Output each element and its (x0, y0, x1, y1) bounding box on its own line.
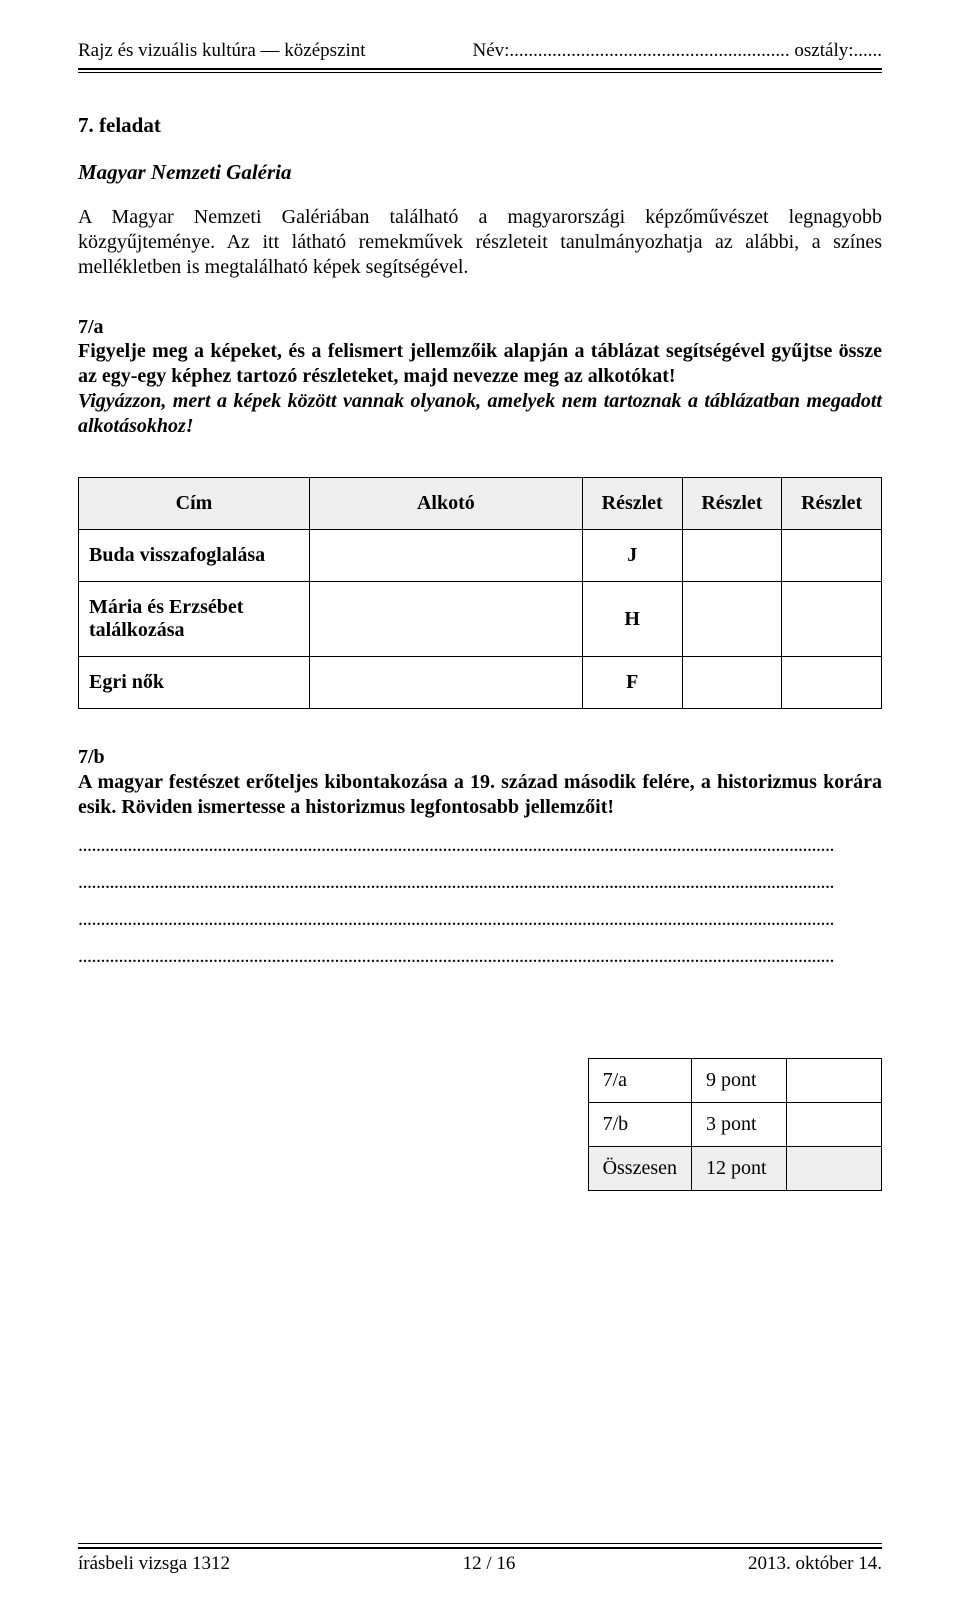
cell-reszlet: F (582, 657, 682, 709)
table-row: Mária és Erzsébet találkozása H (79, 582, 882, 657)
col-header-reszlet-2: Részlet (682, 478, 782, 530)
score-empty[interactable] (787, 1059, 882, 1103)
cell-reszlet: J (582, 530, 682, 582)
score-total-label: Összesen (588, 1147, 691, 1191)
task-intro: A Magyar Nemzeti Galériában található a … (78, 205, 882, 280)
score-total-points: 12 pont (692, 1147, 787, 1191)
sub-a-label: 7/a (78, 316, 882, 339)
cell-reszlet[interactable] (682, 657, 782, 709)
table-header-row: Cím Alkotó Részlet Részlet Részlet (79, 478, 882, 530)
footer-rule-thin (78, 1543, 882, 1544)
cell-cim: Mária és Erzsébet találkozása (79, 582, 310, 657)
score-table-wrap: 7/a 9 pont 7/b 3 pont Összesen 12 pont (78, 1058, 882, 1191)
footer-right: 2013. október 14. (748, 1553, 882, 1575)
page-footer: írásbeli vizsga 1312 12 / 16 2013. októb… (78, 1543, 882, 1575)
answer-table: Cím Alkotó Részlet Részlet Részlet Buda … (78, 477, 882, 709)
table-row: Buda visszafoglalása J (79, 530, 882, 582)
sub-b-label: 7/b (78, 746, 105, 768)
cell-reszlet[interactable] (782, 582, 882, 657)
cell-reszlet[interactable] (782, 530, 882, 582)
score-points: 3 pont (692, 1103, 787, 1147)
answer-line[interactable]: ........................................… (78, 871, 882, 894)
score-table: 7/a 9 pont 7/b 3 pont Összesen 12 pont (588, 1058, 882, 1191)
score-row: 7/a 9 pont (588, 1059, 881, 1103)
cell-cim: Egri nők (79, 657, 310, 709)
col-header-reszlet-3: Részlet (782, 478, 882, 530)
score-points: 9 pont (692, 1059, 787, 1103)
cell-cim: Buda visszafoglalása (79, 530, 310, 582)
footer-row: írásbeli vizsga 1312 12 / 16 2013. októb… (78, 1553, 882, 1575)
col-header-reszlet-1: Részlet (582, 478, 682, 530)
score-label: 7/a (588, 1059, 691, 1103)
header-rule-thin (78, 72, 882, 73)
cell-alkoto[interactable] (309, 530, 582, 582)
footer-center: 12 / 16 (463, 1553, 516, 1575)
cell-reszlet[interactable] (682, 530, 782, 582)
score-total-empty[interactable] (787, 1147, 882, 1191)
cell-alkoto[interactable] (309, 582, 582, 657)
page-header: Rajz és vizuális kultúra — középszint Né… (78, 40, 882, 62)
header-rule-thick (78, 68, 882, 70)
answer-line[interactable]: ........................................… (78, 945, 882, 968)
task-number: 7. feladat (78, 113, 882, 138)
sub-a-instruction-1: Figyelje meg a képeket, és a felismert j… (78, 339, 882, 389)
sub-b-text: A magyar festészet erőteljes kibontakozá… (78, 771, 882, 818)
cell-reszlet[interactable] (782, 657, 882, 709)
cell-alkoto[interactable] (309, 657, 582, 709)
header-name-class: Név:....................................… (472, 40, 882, 62)
score-total-row: Összesen 12 pont (588, 1147, 881, 1191)
score-row: 7/b 3 pont (588, 1103, 881, 1147)
score-empty[interactable] (787, 1103, 882, 1147)
sub-a-instruction-2: Vigyázzon, mert a képek között vannak ol… (78, 389, 882, 439)
footer-left: írásbeli vizsga 1312 (78, 1553, 230, 1575)
cell-reszlet[interactable] (682, 582, 782, 657)
col-header-cim: Cím (79, 478, 310, 530)
col-header-alkoto: Alkotó (309, 478, 582, 530)
sub-b-block: 7/b A magyar festészet erőteljes kibonta… (78, 745, 882, 820)
page: Rajz és vizuális kultúra — középszint Né… (0, 0, 960, 1605)
cell-reszlet: H (582, 582, 682, 657)
footer-rule-thick (78, 1547, 882, 1549)
task-title: Magyar Nemzeti Galéria (78, 160, 882, 185)
header-subject: Rajz és vizuális kultúra — középszint (78, 40, 366, 62)
score-label: 7/b (588, 1103, 691, 1147)
answer-line[interactable]: ........................................… (78, 908, 882, 931)
table-row: Egri nők F (79, 657, 882, 709)
answer-line[interactable]: ........................................… (78, 834, 882, 857)
